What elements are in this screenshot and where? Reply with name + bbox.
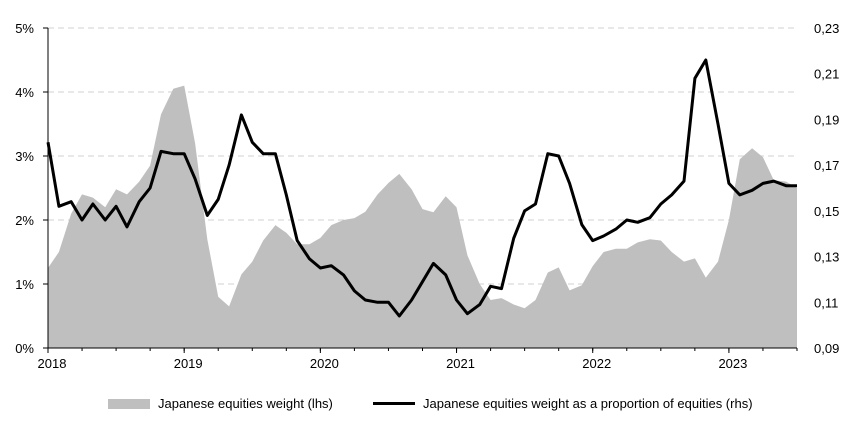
- legend-label-area: Japanese equities weight (lhs): [158, 396, 333, 411]
- y-left-tick-label: 2%: [15, 213, 34, 228]
- x-tick-label: 2022: [582, 356, 611, 371]
- x-tick-label: 2021: [446, 356, 475, 371]
- x-axis-ticks: 2018 2019 2020 2021 2022 2023: [38, 348, 798, 371]
- y-right-tick-label: 0,19: [814, 112, 839, 127]
- y-right-tick-label: 0,11: [814, 295, 838, 310]
- y-left-tick-label: 5%: [15, 21, 34, 36]
- area-series-japanese-equities-weight: [48, 85, 797, 348]
- legend: Japanese equities weight (lhs) Japanese …: [0, 396, 860, 416]
- y-left-tick-label: 4%: [15, 85, 34, 100]
- y-left-tick-label: 0%: [15, 341, 34, 356]
- x-tick-label: 2018: [38, 356, 67, 371]
- y-left-tick-label: 3%: [15, 149, 34, 164]
- y-axis-left-ticks: 0% 1% 2% 3% 4% 5%: [15, 21, 48, 356]
- y-right-tick-label: 0,23: [814, 21, 839, 36]
- y-right-tick-label: 0,21: [814, 67, 839, 82]
- x-tick-label: 2020: [310, 356, 339, 371]
- legend-swatch-line: [373, 402, 415, 405]
- y-axis-right-ticks: 0,09 0,11 0,13 0,15 0,17 0,19 0,21 0,23: [814, 21, 839, 356]
- y-left-tick-label: 1%: [15, 277, 34, 292]
- legend-item-line: Japanese equities weight as a proportion…: [373, 396, 753, 411]
- legend-swatch-area: [108, 398, 150, 409]
- x-tick-label: 2023: [718, 356, 747, 371]
- line-series-proportion-of-equities: [46, 58, 797, 318]
- y-right-tick-label: 0,09: [814, 341, 839, 356]
- y-right-tick-label: 0,15: [814, 204, 839, 219]
- legend-item-area: Japanese equities weight (lhs): [108, 396, 333, 411]
- y-right-tick-label: 0,13: [814, 250, 839, 265]
- legend-label-line: Japanese equities weight as a proportion…: [423, 396, 753, 411]
- y-right-tick-label: 0,17: [814, 158, 839, 173]
- x-tick-label: 2019: [174, 356, 203, 371]
